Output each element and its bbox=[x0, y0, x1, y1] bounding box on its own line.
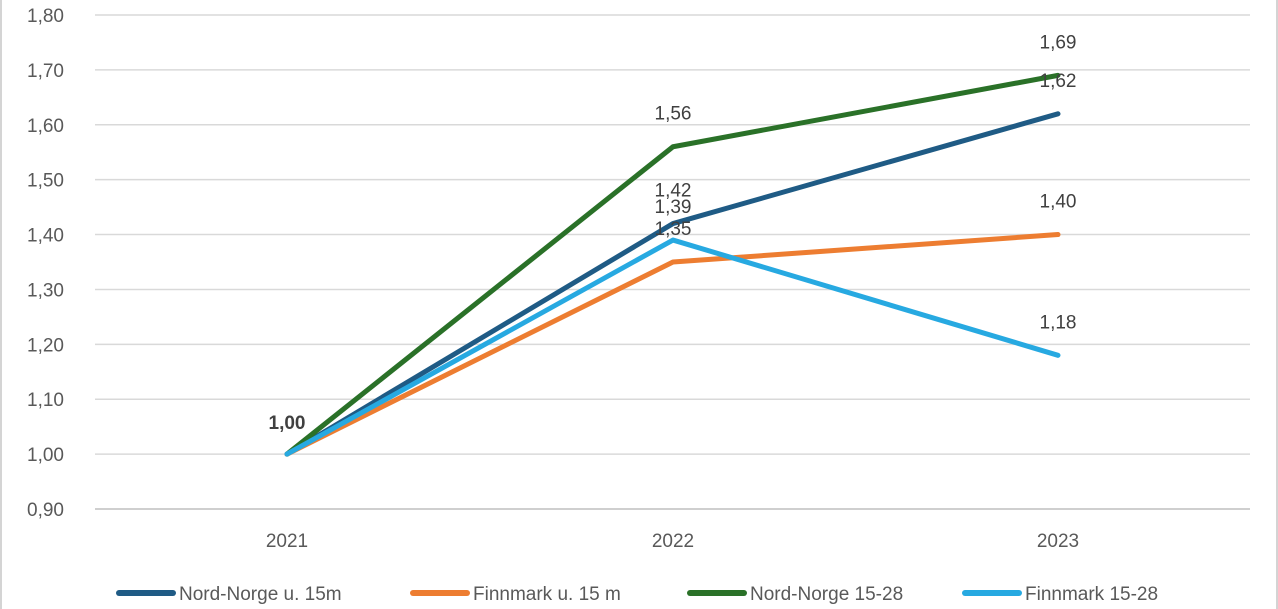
legend-label: Nord-Norge u. 15m bbox=[179, 584, 342, 605]
data-label: 1,40 bbox=[1040, 192, 1077, 213]
series-line bbox=[284, 232, 1061, 457]
y-tick-label: 1,50 bbox=[27, 171, 64, 192]
data-label: 1,39 bbox=[655, 197, 692, 218]
data-label: 1,69 bbox=[1040, 32, 1077, 53]
y-tick-label: 1,10 bbox=[27, 390, 64, 411]
y-tick-label: 1,30 bbox=[27, 280, 64, 301]
y-tick-label: 1,80 bbox=[27, 6, 64, 27]
y-tick-label: 1,20 bbox=[27, 335, 64, 356]
chart-frame-right-border bbox=[1276, 0, 1278, 609]
chart-frame-left-border bbox=[0, 0, 2, 609]
y-tick-label: 0,90 bbox=[27, 500, 64, 521]
data-label: 1,62 bbox=[1040, 71, 1077, 92]
legend-label: Finnmark u. 15 m bbox=[473, 584, 621, 605]
series-line bbox=[284, 72, 1061, 457]
y-tick-label: 1,70 bbox=[27, 61, 64, 82]
data-label: 1,18 bbox=[1040, 312, 1077, 333]
series-line bbox=[284, 111, 1061, 457]
data-label-start: 1,00 bbox=[269, 413, 306, 434]
x-tick-label: 2022 bbox=[652, 531, 694, 552]
x-tick-label: 2023 bbox=[1037, 531, 1079, 552]
series-line bbox=[284, 237, 1061, 457]
y-tick-label: 1,00 bbox=[27, 445, 64, 466]
data-label: 1,42 bbox=[655, 181, 692, 202]
legend-label: Nord-Norge 15-28 bbox=[750, 584, 903, 605]
legend-label: Finnmark 15-28 bbox=[1025, 584, 1158, 605]
x-tick-label: 2021 bbox=[266, 531, 308, 552]
data-label: 1,56 bbox=[655, 104, 692, 125]
y-tick-label: 1,60 bbox=[27, 116, 64, 137]
y-tick-label: 1,40 bbox=[27, 226, 64, 247]
data-label: 1,35 bbox=[655, 219, 692, 240]
